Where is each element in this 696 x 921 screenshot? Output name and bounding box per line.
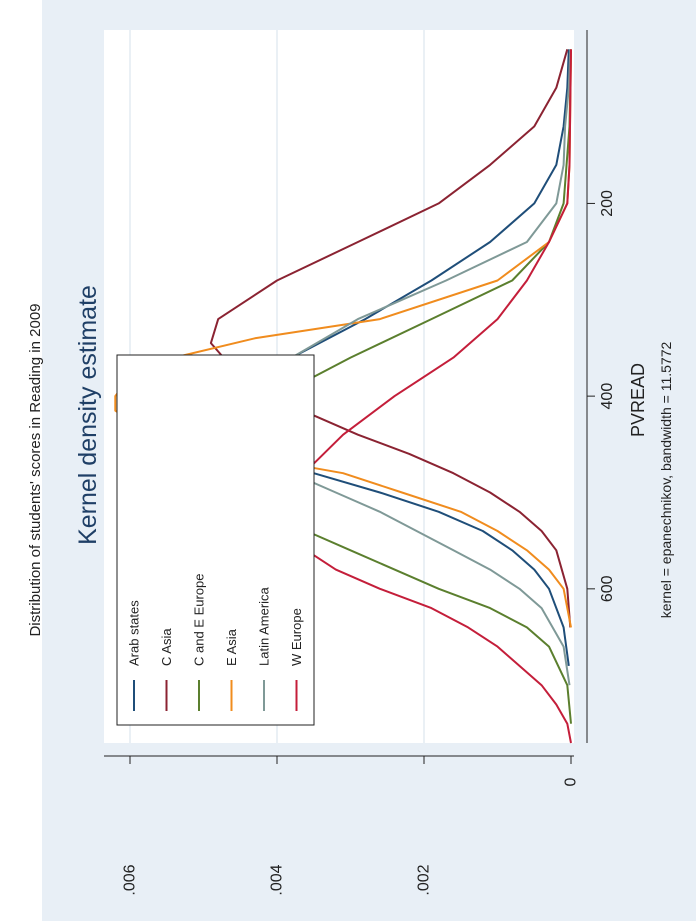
- legend-label: E Asia: [224, 628, 239, 666]
- y-tick-label: .006: [122, 864, 139, 895]
- legend-label: Arab states: [127, 600, 142, 666]
- legend-label: W Europe: [289, 608, 304, 666]
- figure-caption: Distribution of students' scores in Read…: [27, 303, 44, 636]
- legend-box: [116, 354, 315, 726]
- x-tick-label: 600: [599, 575, 616, 602]
- x-tick-label: 200: [599, 190, 616, 217]
- legend-label: C and E Europe: [192, 573, 207, 666]
- x-tick-label: 400: [599, 383, 616, 410]
- y-tick-label: .004: [269, 864, 286, 895]
- legend-label: Latin America: [257, 586, 272, 666]
- y-ticks: 0 .002 .004 .006: [122, 756, 580, 896]
- x-axis-label: PVREAD: [628, 363, 648, 437]
- chart-title: Kernel density estimate: [74, 285, 102, 545]
- legend: Arab states C Asia C and E Europe E Asia Lat…: [116, 354, 315, 726]
- legend-label: C Asia: [159, 628, 174, 666]
- x-ticks: 200 400 600: [587, 190, 616, 602]
- y-tick-label: 0: [563, 777, 580, 786]
- y-tick-label: .002: [416, 864, 433, 895]
- chart-note: kernel = epanechnikov, bandwidth = 11.57…: [658, 342, 674, 619]
